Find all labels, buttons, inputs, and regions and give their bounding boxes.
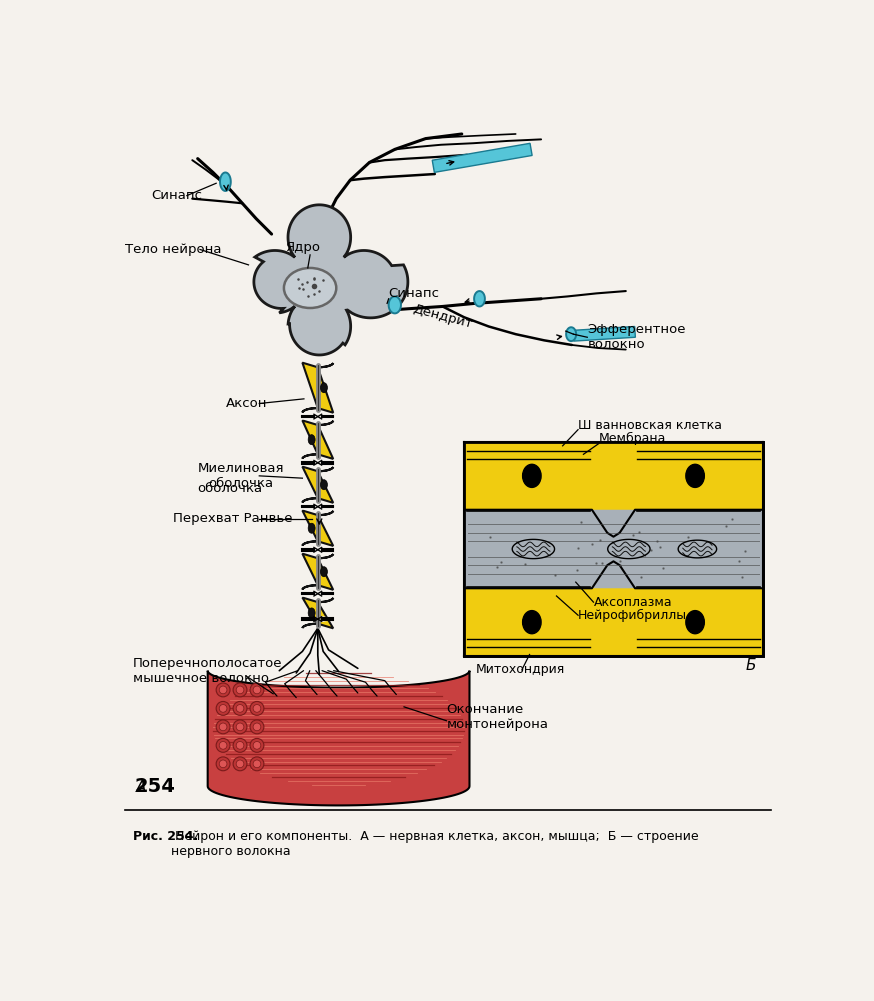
Polygon shape xyxy=(253,205,408,355)
Polygon shape xyxy=(302,547,314,553)
Text: Перехват Ранвье: Перехват Ранвье xyxy=(173,513,293,526)
Polygon shape xyxy=(302,466,333,503)
Ellipse shape xyxy=(284,268,336,308)
Circle shape xyxy=(219,760,227,768)
Ellipse shape xyxy=(309,434,316,444)
Circle shape xyxy=(250,683,264,697)
Text: Синапс: Синапс xyxy=(151,189,203,202)
Text: Тело нейрона: Тело нейрона xyxy=(125,243,222,256)
Circle shape xyxy=(253,686,260,694)
Text: Поперечнополосатое
мышечное волокно: Поперечнополосатое мышечное волокно xyxy=(133,657,282,685)
Circle shape xyxy=(250,702,264,716)
Polygon shape xyxy=(512,540,555,559)
Circle shape xyxy=(233,757,247,771)
Circle shape xyxy=(236,723,244,731)
Circle shape xyxy=(250,757,264,771)
Circle shape xyxy=(219,686,227,694)
Polygon shape xyxy=(302,459,314,465)
Circle shape xyxy=(236,742,244,749)
Ellipse shape xyxy=(523,464,541,487)
Circle shape xyxy=(216,757,230,771)
Text: Рис. 254.: Рис. 254. xyxy=(133,830,198,843)
Ellipse shape xyxy=(321,382,328,392)
Bar xyxy=(464,442,763,656)
Ellipse shape xyxy=(321,567,328,577)
Polygon shape xyxy=(220,172,231,191)
Text: Синапс: Синапс xyxy=(389,287,440,300)
Text: Аксон: Аксон xyxy=(225,397,267,410)
Ellipse shape xyxy=(309,524,316,534)
Circle shape xyxy=(233,720,247,734)
Text: Нейрофибриллы: Нейрофибриллы xyxy=(578,609,687,622)
Text: А: А xyxy=(136,780,147,795)
Circle shape xyxy=(250,720,264,734)
Text: Нейрон и его компоненты.  A — нервная клетка, аксон, мышца;  Б — строение
нервно: Нейрон и его компоненты. A — нервная кле… xyxy=(171,830,698,858)
Circle shape xyxy=(216,702,230,716)
Bar xyxy=(464,442,763,656)
Text: оболочка: оболочка xyxy=(198,481,263,494)
Ellipse shape xyxy=(321,479,328,489)
Circle shape xyxy=(219,742,227,749)
Polygon shape xyxy=(566,327,576,341)
Polygon shape xyxy=(302,420,333,458)
Polygon shape xyxy=(208,671,469,806)
Polygon shape xyxy=(322,547,333,553)
Polygon shape xyxy=(322,591,333,597)
Polygon shape xyxy=(322,413,333,419)
Circle shape xyxy=(253,742,260,749)
Ellipse shape xyxy=(686,464,704,487)
Polygon shape xyxy=(302,362,333,412)
Polygon shape xyxy=(302,511,333,546)
Polygon shape xyxy=(322,459,333,465)
Circle shape xyxy=(219,723,227,731)
Polygon shape xyxy=(302,554,333,590)
Circle shape xyxy=(233,702,247,716)
Circle shape xyxy=(253,705,260,713)
Circle shape xyxy=(250,739,264,753)
Polygon shape xyxy=(464,562,763,656)
Polygon shape xyxy=(464,442,763,537)
Text: Митохондрия: Митохондрия xyxy=(475,664,565,677)
Polygon shape xyxy=(433,143,532,172)
Polygon shape xyxy=(322,616,333,623)
Text: Миелиновая
оболочка: Миелиновая оболочка xyxy=(198,461,284,489)
Polygon shape xyxy=(573,326,635,341)
Polygon shape xyxy=(302,598,333,629)
Circle shape xyxy=(216,683,230,697)
Circle shape xyxy=(219,705,227,713)
Polygon shape xyxy=(389,296,401,313)
Polygon shape xyxy=(302,413,314,419)
Text: Ш ванновская клетка: Ш ванновская клетка xyxy=(578,418,722,431)
Polygon shape xyxy=(464,510,763,589)
Polygon shape xyxy=(302,504,314,510)
Polygon shape xyxy=(302,616,314,623)
Ellipse shape xyxy=(309,608,316,618)
Ellipse shape xyxy=(523,611,541,634)
Circle shape xyxy=(216,720,230,734)
Text: Окончание
монтонейрона: Окончание монтонейрона xyxy=(447,703,548,731)
Circle shape xyxy=(236,686,244,694)
Polygon shape xyxy=(607,540,650,559)
Circle shape xyxy=(253,723,260,731)
Polygon shape xyxy=(474,291,485,306)
Ellipse shape xyxy=(686,611,704,634)
Circle shape xyxy=(236,705,244,713)
Circle shape xyxy=(233,683,247,697)
Circle shape xyxy=(253,760,260,768)
Text: 254: 254 xyxy=(135,777,176,796)
Text: Ядро: Ядро xyxy=(285,240,320,253)
Text: Дендрит: Дендрит xyxy=(412,302,475,330)
Circle shape xyxy=(236,760,244,768)
Circle shape xyxy=(233,739,247,753)
Text: Б: Б xyxy=(746,658,756,673)
Polygon shape xyxy=(678,541,717,558)
Polygon shape xyxy=(322,504,333,510)
Polygon shape xyxy=(302,591,314,597)
Text: Мембрана: Мембрана xyxy=(599,431,666,444)
Text: Эфферентное
волокно: Эфферентное волокно xyxy=(587,323,686,351)
Circle shape xyxy=(216,739,230,753)
Text: Аксоплазма: Аксоплазма xyxy=(593,596,672,609)
